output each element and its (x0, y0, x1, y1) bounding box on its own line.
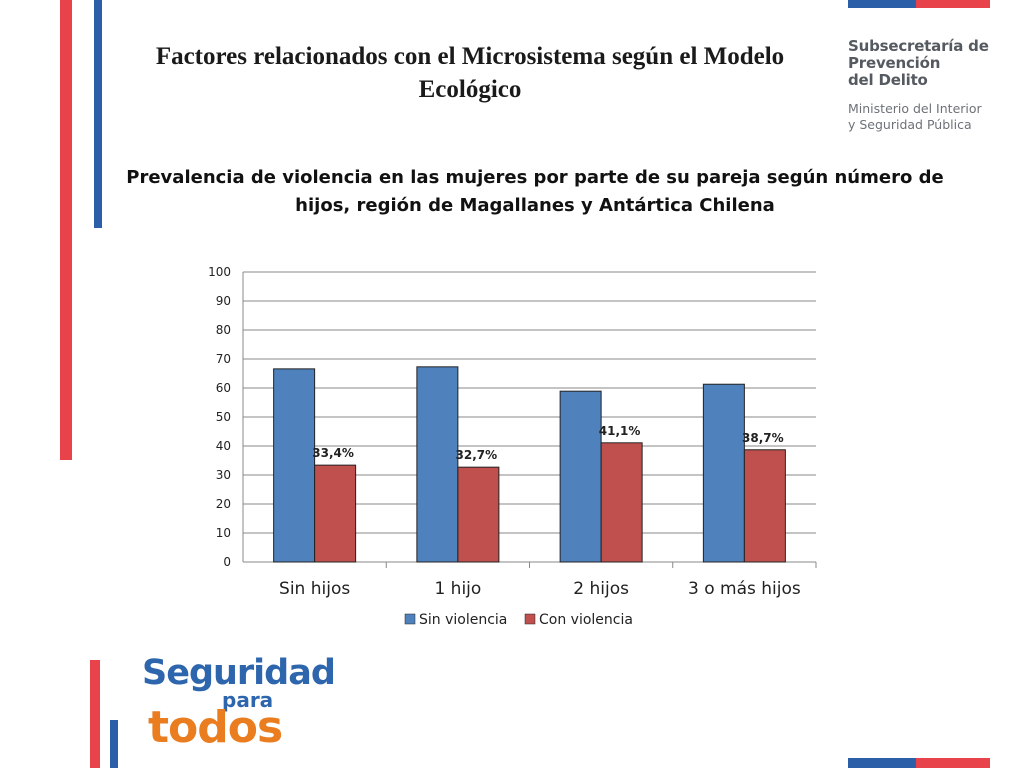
y-tick-label: 90 (216, 294, 231, 308)
y-tick-label: 40 (216, 439, 231, 453)
x-tick-label: 3 o más hijos (688, 579, 801, 599)
ministry-line1: Ministerio del Interior (848, 101, 982, 116)
bottom-red-stripe-left (90, 660, 100, 768)
bar-con-violencia (600, 442, 643, 563)
top-blue-stripe-left (94, 0, 102, 228)
bar-sin-violencia (273, 368, 316, 563)
data-label: 33,4% (312, 446, 354, 460)
chart-title: Prevalencia de violencia en las mujeres … (126, 167, 944, 216)
logo-line2: para (222, 688, 274, 712)
top-red-stripe-left (60, 0, 72, 460)
x-tick-label: 1 hijo (434, 579, 481, 599)
bottom-blue-stripe-left (110, 720, 118, 768)
data-label: 32,7% (456, 448, 498, 462)
logo-line3: todos (148, 702, 283, 753)
slide-title: Factores relacionados con el Microsistem… (155, 43, 785, 103)
y-tick-label: 80 (216, 323, 231, 337)
top-right-blue-bar (848, 0, 916, 8)
org-name-line1: Subsecretaría de (848, 37, 989, 55)
org-logo: Subsecretaría de Prevención del Delito M… (848, 38, 1018, 133)
y-tick-label: 0 (223, 555, 231, 569)
legend-label: Sin violencia (419, 612, 507, 628)
y-tick-label: 20 (216, 497, 231, 511)
y-tick-label: 50 (216, 410, 231, 424)
bottom-right-red-bar (916, 758, 990, 768)
data-label: 38,7% (742, 431, 784, 445)
x-tick-label: Sin hijos (279, 579, 350, 599)
org-name-line2: Prevención (848, 54, 941, 72)
legend-label: Con violencia (539, 612, 633, 628)
bar-sin-violencia (416, 366, 459, 563)
legend-swatch (524, 613, 536, 625)
y-tick-label: 10 (216, 526, 231, 540)
data-label: 41,1% (599, 424, 641, 438)
y-tick-label: 70 (216, 352, 231, 366)
bottom-right-blue-bar (848, 758, 916, 768)
logo-line1: Seguridad (142, 653, 336, 693)
ministry-line2: y Seguridad Pública (848, 117, 972, 132)
x-tick-label: 2 hijos (573, 579, 629, 599)
bar-con-violencia (457, 466, 500, 563)
bar-sin-violencia (559, 390, 602, 563)
org-name-line3: del Delito (848, 71, 928, 89)
bar-con-violencia (314, 464, 357, 563)
top-right-red-bar (916, 0, 990, 8)
bar-sin-violencia (702, 383, 745, 563)
y-tick-label: 60 (216, 381, 231, 395)
bar-con-violencia (743, 449, 786, 563)
seguridad-para-todos-logo: Seguridad para todos (142, 654, 342, 750)
y-tick-label: 100 (208, 265, 231, 279)
y-tick-label: 30 (216, 468, 231, 482)
legend-swatch (404, 613, 416, 625)
